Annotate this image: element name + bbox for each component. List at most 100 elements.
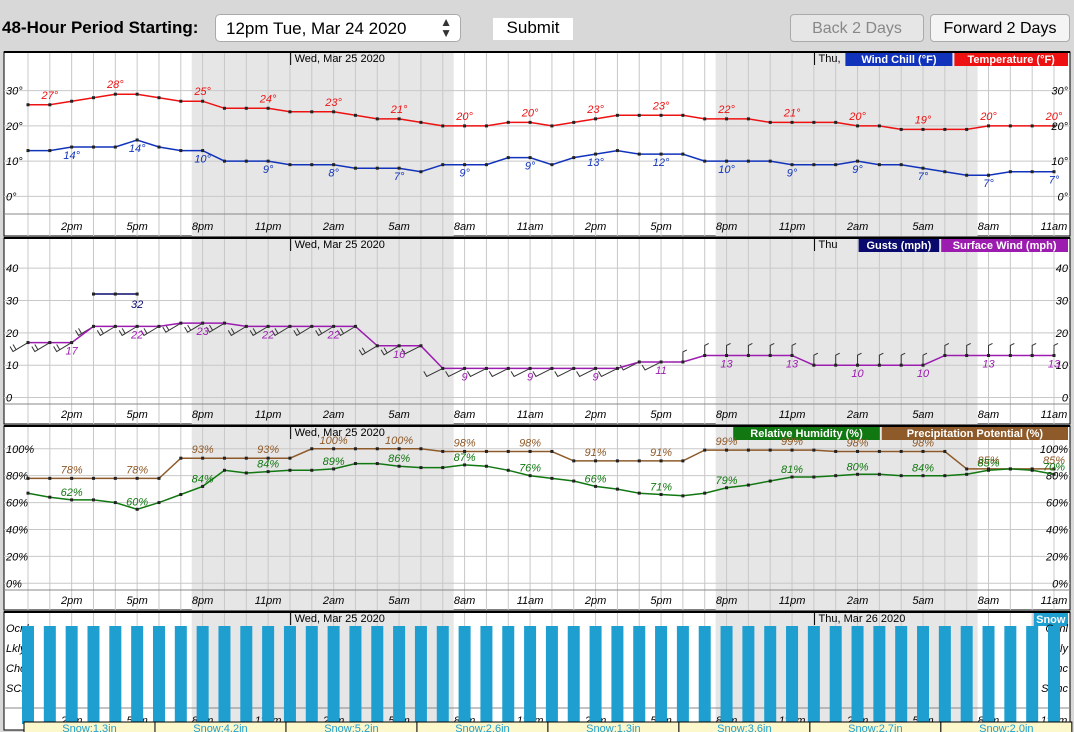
humidity-point: [921, 474, 925, 478]
surface-wind-point: [288, 324, 292, 328]
wind-chill-point: [572, 156, 576, 160]
humidity-point: [222, 468, 226, 472]
snow-total-label: Snow:2.0in: [979, 723, 1033, 732]
surface-wind-point: [681, 360, 685, 364]
surface-wind-data-label: 17: [66, 346, 79, 358]
time-tick-label: 11am: [1041, 409, 1068, 421]
surface-wind-point: [48, 341, 52, 345]
wind-barb: [532, 367, 553, 378]
humidity-point: [768, 479, 772, 483]
surface-wind-point: [703, 353, 707, 357]
wind-chill-data-label: 8°: [328, 168, 339, 180]
surface-wind-point: [201, 321, 205, 325]
snow-total-label: Snow:5.2in: [324, 723, 378, 732]
surface-wind-point: [594, 366, 598, 370]
humidity-data-label: 84%: [192, 473, 214, 485]
precip-potential-point: [375, 447, 379, 451]
y-tick-label-right: 30°: [1051, 86, 1068, 98]
time-tick-label: 2pm: [584, 595, 606, 607]
humidity-point: [113, 501, 117, 505]
temperature-data-label: 20°: [1045, 111, 1063, 123]
snow-bar: [240, 626, 253, 724]
precip-potential-point: [419, 447, 423, 451]
wind-chill-point: [812, 163, 816, 167]
surface-wind-point: [222, 321, 226, 325]
precip-data-label: 98%: [847, 437, 869, 449]
snow-bar: [371, 626, 384, 724]
surface-wind-point: [746, 353, 750, 357]
snow-total-label: Snow:1.3in: [62, 723, 116, 732]
precip-potential-point: [222, 456, 226, 460]
wind-chill-point: [48, 149, 52, 153]
precip-data-label: 93%: [192, 444, 214, 456]
temperature-point: [965, 127, 969, 131]
wind-barb: [900, 352, 906, 366]
forward-2-days-button[interactable]: Forward 2 Days: [930, 14, 1070, 42]
precip-potential-point: [812, 448, 816, 452]
surface-wind-point: [877, 363, 881, 367]
temperature-point: [899, 127, 903, 131]
wind-chill-point: [703, 159, 707, 163]
period-select[interactable]: 12pm Tue, Mar 24 2020 ▲ ▼: [215, 14, 461, 42]
humidity-point: [965, 472, 969, 476]
period-select-value: 12pm Tue, Mar 24 2020: [226, 19, 407, 38]
back-2-days-button[interactable]: Back 2 Days: [790, 14, 924, 42]
temperature-point: [703, 117, 707, 121]
wind-chill-data-label: 12°: [653, 157, 670, 169]
precip-potential-point: [244, 456, 248, 460]
wind-barb: [9, 342, 29, 353]
wind-barb: [576, 367, 596, 378]
temperature-point: [725, 117, 729, 121]
precip-potential-point: [943, 449, 947, 453]
temperature-data-label: 20°: [848, 111, 866, 123]
humidity-data-label: 71%: [650, 481, 672, 493]
temperature-point: [310, 110, 314, 114]
precip-data-label: 85%: [977, 455, 999, 467]
wind-chill-point: [484, 163, 488, 167]
snow-total-label: Snow:3.6in: [717, 723, 771, 732]
precip-data-label: 85%: [1043, 455, 1065, 467]
temperature-point: [332, 110, 336, 114]
wind-chill-point: [877, 163, 881, 167]
y-tick-label-right: 0°: [1057, 191, 1068, 203]
night-band-2-1: [715, 238, 978, 424]
time-tick-label: 11am: [517, 595, 544, 607]
wind-barb: [1031, 343, 1037, 356]
wind-chill-point: [659, 152, 663, 156]
wind-chill-point: [91, 145, 95, 149]
snow-bar: [589, 626, 602, 724]
precip-potential-point: [681, 459, 685, 463]
wind-chill-point: [965, 173, 969, 177]
wind-chill-point: [1008, 170, 1012, 174]
gusts-point: [91, 292, 95, 296]
wind-chill-data-label: 7°: [918, 171, 929, 183]
time-tick-label: 8am: [978, 221, 999, 233]
humidity-point: [594, 484, 598, 488]
wind-chill-point: [594, 152, 598, 156]
y-tick-label-left: 30: [6, 296, 19, 308]
precip-data-label: 100%: [320, 435, 348, 447]
wind-chill-point: [201, 149, 205, 153]
time-tick-label: 11pm: [255, 221, 282, 233]
precip-potential-point: [965, 467, 969, 471]
submit-button[interactable]: Submit: [493, 18, 573, 40]
period-label: 48-Hour Period Starting:: [2, 18, 199, 37]
surface-wind-point: [725, 353, 729, 357]
time-tick-label: 5pm: [650, 595, 671, 607]
surface-wind-point: [332, 324, 336, 328]
temperature-point: [572, 120, 576, 124]
wind-barb: [423, 367, 443, 378]
surface-wind-point: [397, 344, 401, 348]
temperature-point: [790, 120, 794, 124]
surface-wind-point: [1008, 353, 1012, 357]
snow-bar: [982, 626, 995, 724]
legend-swatch: [858, 239, 940, 252]
wind-chill-point: [353, 166, 357, 170]
humidity-point: [70, 498, 74, 502]
precip-potential-point: [266, 456, 270, 460]
surface-wind-point: [637, 360, 641, 364]
time-tick-label: 11am: [1041, 221, 1068, 233]
humidity-point: [397, 464, 401, 468]
wind-chill-point: [463, 163, 467, 167]
precip-potential-point: [659, 459, 663, 463]
